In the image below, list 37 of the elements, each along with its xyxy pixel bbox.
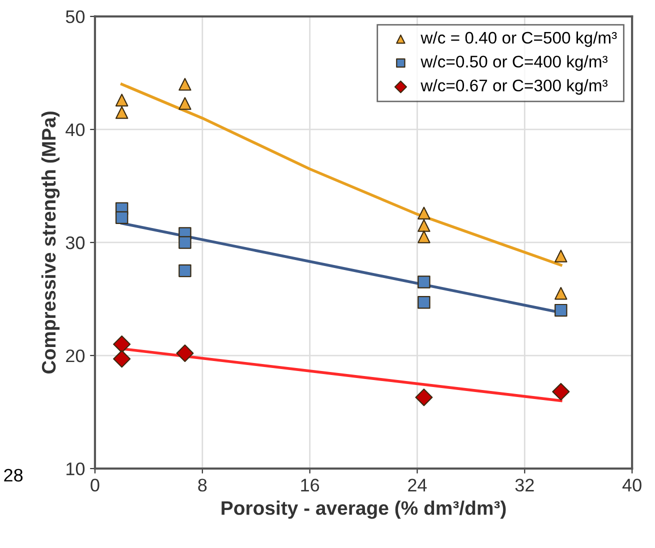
point xyxy=(552,382,570,400)
point xyxy=(178,264,192,278)
point xyxy=(176,344,194,362)
point xyxy=(415,388,433,406)
y-tick-label: 40 xyxy=(66,123,85,136)
point xyxy=(115,211,128,224)
point xyxy=(418,230,430,244)
y-tick-label: 30 xyxy=(66,236,85,250)
x-tick-label: 32 xyxy=(515,478,534,492)
legend-label: w/c = 0.40 or C=500 kg/m³ xyxy=(420,31,617,47)
y-tick-label: 10 xyxy=(66,462,85,476)
point xyxy=(113,335,131,353)
x-tick-label: 24 xyxy=(408,478,427,492)
point xyxy=(418,296,430,309)
point xyxy=(178,97,192,110)
x-tick-label: 8 xyxy=(198,478,207,492)
y-tick-label: 50 xyxy=(66,10,85,24)
legend-label: w/c=0.50 or C=400 kg/m³ xyxy=(420,55,608,71)
point xyxy=(418,219,430,232)
x-tick-label: 40 xyxy=(622,478,642,492)
x-tick-label: 0 xyxy=(90,478,100,492)
point xyxy=(554,250,568,262)
point xyxy=(178,78,192,91)
point xyxy=(115,94,128,106)
x-tick-label: 16 xyxy=(301,478,320,492)
point xyxy=(554,304,568,317)
text: 28 xyxy=(4,468,23,482)
point xyxy=(418,206,430,220)
point xyxy=(115,106,128,119)
point xyxy=(418,276,430,288)
legend-label: w/c=0.67 or C=300 kg/m³ xyxy=(420,79,608,95)
point xyxy=(113,350,131,368)
point xyxy=(178,236,192,249)
point xyxy=(554,286,568,300)
y-tick-label: 20 xyxy=(66,349,85,362)
y-axis-title: Compressive strength (MPa) xyxy=(41,112,60,374)
x-axis-title: Porosity - average (% dm³/dm³) xyxy=(222,500,506,519)
